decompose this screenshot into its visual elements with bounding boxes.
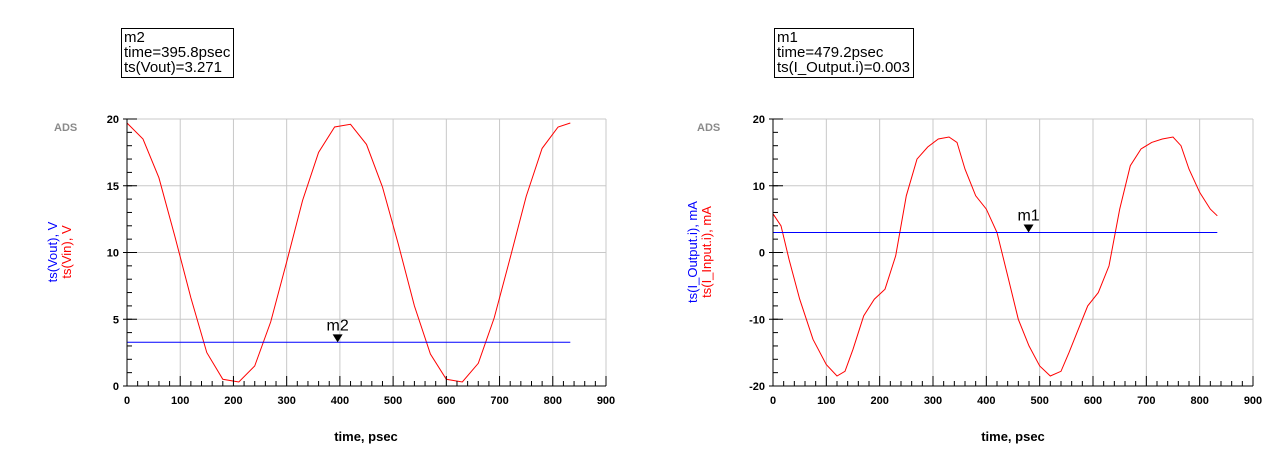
x-tick-label: 0 <box>770 395 776 407</box>
y-tick-label: -20 <box>749 381 765 393</box>
y-tick-label: 10 <box>753 181 765 193</box>
x-tick-label: 400 <box>331 395 349 407</box>
chart-panel-vout: m2 time=395.8psec ts(Vout)=3.271 ADS 0 10… <box>45 28 615 444</box>
marker-name: m1 <box>777 29 798 46</box>
marker-readout-m2[interactable]: m2 time=395.8psec ts(Vout)=3.271 <box>121 28 235 78</box>
marker-value: ts(I_Output.i)=0.003 <box>777 59 910 76</box>
marker-triangle[interactable] <box>1023 224 1034 233</box>
x-tick-label: 800 <box>544 395 562 407</box>
marker-label: m2 <box>327 317 349 334</box>
y-tick-label: 0 <box>759 248 765 260</box>
x-tick-label: 200 <box>870 395 888 407</box>
chart-current: ADS 0 100 200 300 400 500 600 700 800 900 -20 -10 0 1… <box>685 114 1262 444</box>
y-axis-label-red: ts(Vin), V <box>59 225 74 279</box>
ads-logo: ADS <box>697 122 720 134</box>
x-tick-label: 0 <box>124 395 130 407</box>
marker-time: time=479.2psec <box>777 44 884 61</box>
x-tick-label: 700 <box>490 395 508 407</box>
x-tick-label: 400 <box>977 395 995 407</box>
x-tick-label: 100 <box>817 395 835 407</box>
y-tick-label: -10 <box>749 314 765 326</box>
x-axis-label: time, psec <box>981 429 1045 444</box>
x-tick-label: 200 <box>224 395 242 407</box>
ads-logo: ADS <box>54 122 77 134</box>
y-tick-label: 10 <box>107 248 119 260</box>
x-tick-label: 700 <box>1137 395 1155 407</box>
x-tick-label: 300 <box>924 395 942 407</box>
y-tick-label: 15 <box>107 181 119 193</box>
y-tick-label: 20 <box>107 114 119 126</box>
x-tick-label: 900 <box>597 395 615 407</box>
marker-label: m1 <box>1017 207 1039 224</box>
y-axis-label-red: ts(I_Input.i), mA <box>699 206 714 298</box>
y-tick-label: 20 <box>753 114 765 126</box>
x-tick-label: 800 <box>1190 395 1208 407</box>
x-tick-label: 600 <box>1084 395 1102 407</box>
y-axis-label-blue: ts(I_Output.i), mA <box>685 201 700 303</box>
series-line-0 <box>772 136 1218 377</box>
x-tick-label: 500 <box>384 395 402 407</box>
marker-time: time=395.8psec <box>124 44 231 61</box>
x-tick-label: 100 <box>171 395 189 407</box>
y-tick-label: 0 <box>113 381 119 393</box>
x-tick-label: 500 <box>1030 395 1048 407</box>
marker-triangle[interactable] <box>332 334 343 343</box>
x-tick-label: 300 <box>277 395 295 407</box>
marker-name: m2 <box>124 29 145 46</box>
chart-vout: ADS 0 100 200 300 400 500 600 700 800 900 0 5 10 15 20… <box>45 114 615 444</box>
y-axis-label-blue: ts(Vout), V <box>45 221 60 282</box>
x-tick-label: 600 <box>437 395 455 407</box>
x-axis-label: time, psec <box>334 429 398 444</box>
chart-panel-current: m1 time=479.2psec ts(I_Output.i)=0.003 A… <box>640 0 1278 456</box>
marker-value: ts(Vout)=3.271 <box>124 59 222 76</box>
marker-readout-m1[interactable]: m1 time=479.2psec ts(I_Output.i)=0.003 <box>774 28 914 78</box>
x-tick-label: 900 <box>1244 395 1262 407</box>
y-tick-label: 5 <box>113 314 119 326</box>
series-line-0 <box>126 122 571 383</box>
